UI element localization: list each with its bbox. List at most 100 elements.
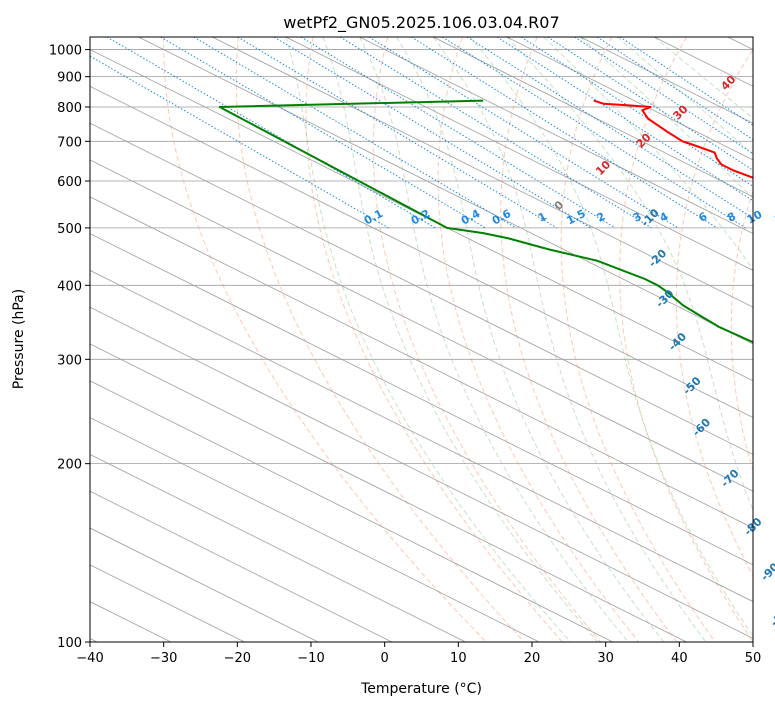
isotherm-line <box>90 159 753 492</box>
mixing-ratio-line <box>90 55 389 229</box>
mixing-ratio-line <box>193 37 517 229</box>
mixing-ratio-line <box>106 37 436 229</box>
dry-adiabat <box>372 37 601 642</box>
mixing-ratio-line <box>273 37 591 229</box>
dry-adiabat <box>500 37 678 642</box>
isotherm-line <box>90 306 753 639</box>
chart-title: wetPf2_GN05.2025.106.03.04.R07 <box>283 13 559 33</box>
y-tick-label: 1000 <box>49 44 82 59</box>
moist-adiabat <box>432 37 707 642</box>
mixing-ratio-line <box>368 37 679 229</box>
isotherm-line <box>90 196 753 529</box>
isotherm-line <box>90 380 614 642</box>
y-tick-label: 300 <box>57 353 82 368</box>
mixing-ratio-label: 2 <box>595 210 608 225</box>
lifted-index-label: 20 <box>634 130 654 150</box>
moist-adiabat <box>580 37 753 200</box>
x-tick-label: 40 <box>671 651 688 666</box>
isotherm-line <box>506 37 753 161</box>
isotherm-line <box>433 37 753 198</box>
isotherm-label: -90 <box>758 560 775 583</box>
x-axis: −40 −30 −20 −10 0 10 20 30 40 50 <box>76 642 761 666</box>
mixing-ratio-label: 13 <box>772 208 775 227</box>
moist-adiabat <box>653 37 753 119</box>
moist-adiabat <box>285 37 571 642</box>
isotherm-line <box>90 122 753 455</box>
isotherm-label: -20 <box>646 246 669 269</box>
isotherm-line <box>90 343 687 642</box>
dry-adiabat <box>437 37 640 642</box>
y-tick-label: 600 <box>57 175 82 190</box>
plot-frame <box>89 36 754 643</box>
isotherm-line <box>90 527 319 642</box>
mixing-ratio-label: 6 <box>697 210 710 225</box>
mixing-ratio-line <box>300 37 616 229</box>
y-tick-label: 800 <box>57 101 82 116</box>
lifted-index-label: 10 <box>593 158 613 178</box>
x-axis-title: Temperature (°C) <box>360 681 482 697</box>
x-tick-label: 20 <box>524 651 541 666</box>
isotherm-line <box>90 233 753 566</box>
isotherm-line <box>90 453 466 642</box>
dry-adiabat <box>675 48 753 578</box>
moist-adiabat <box>359 37 629 642</box>
mixing-ratio-line <box>520 37 753 187</box>
isotherm-line <box>90 49 753 382</box>
isotherm-line <box>90 269 753 603</box>
x-tick-label: 10 <box>450 651 467 666</box>
mixing-ratio-line <box>160 37 486 229</box>
grid-lines <box>90 37 753 642</box>
isotherm-label: -100 <box>768 600 775 629</box>
temperature-line <box>593 99 753 179</box>
x-tick-label: 30 <box>597 651 614 666</box>
mixing-ratio-line <box>237 37 558 229</box>
dry-adiabat <box>305 37 563 642</box>
mixing-ratio-line <box>466 37 753 219</box>
y-tick-label: 900 <box>57 71 82 86</box>
isotherm-line <box>90 417 540 642</box>
isotherm-line <box>212 37 753 308</box>
dry-adiabat <box>235 37 525 642</box>
isotherm-line <box>359 37 753 235</box>
y-tick-label: 700 <box>57 135 82 150</box>
mixing-ratio-line <box>574 37 753 155</box>
isotherm-line <box>90 564 245 642</box>
isotherm-label: -10 <box>639 206 662 229</box>
sounding-series <box>218 99 753 344</box>
dry-adiabat <box>560 37 716 642</box>
y-tick-label: 500 <box>57 222 82 237</box>
isotherm-label: -40 <box>666 330 689 353</box>
isotherm-line <box>90 85 753 419</box>
moist-adiabat <box>617 37 753 155</box>
y-tick-label: 400 <box>57 279 82 294</box>
y-axis: 100 200 300 400 500 600 700 800 900 1000 <box>49 44 90 651</box>
lifted-index-label: 40 <box>718 73 738 93</box>
isotherm-line <box>138 37 753 345</box>
moist-adiabat <box>469 37 753 637</box>
x-tick-label: −20 <box>224 651 251 666</box>
dewpoint-line <box>218 99 753 344</box>
isotherm-label: -30 <box>653 287 676 310</box>
x-tick-label: −30 <box>150 651 177 666</box>
y-tick-label: 100 <box>57 636 82 651</box>
y-axis-title: Pressure (hPa) <box>11 289 27 389</box>
moist-adiabat <box>506 37 753 512</box>
moist-adiabat <box>395 37 665 642</box>
moist-adiabat <box>322 37 599 642</box>
mixing-ratio-line <box>496 37 753 202</box>
isotherm-line <box>285 37 753 271</box>
background-lines <box>163 37 753 642</box>
mixing-ratio-label: 10 <box>745 208 765 227</box>
isotherm-line <box>90 490 393 642</box>
lifted-index-label: 0 <box>552 198 567 213</box>
x-tick-label: 0 <box>381 651 389 666</box>
isotherm-label: -50 <box>680 374 703 397</box>
mixing-ratio-line <box>339 37 652 229</box>
mixing-ratio-label: 1.5 <box>564 207 587 228</box>
x-tick-label: −10 <box>297 651 324 666</box>
lifted-index-label: 30 <box>671 102 691 122</box>
mixing-ratio-line <box>547 37 753 171</box>
dry-adiabat <box>163 37 487 642</box>
x-tick-label: 50 <box>745 651 762 666</box>
